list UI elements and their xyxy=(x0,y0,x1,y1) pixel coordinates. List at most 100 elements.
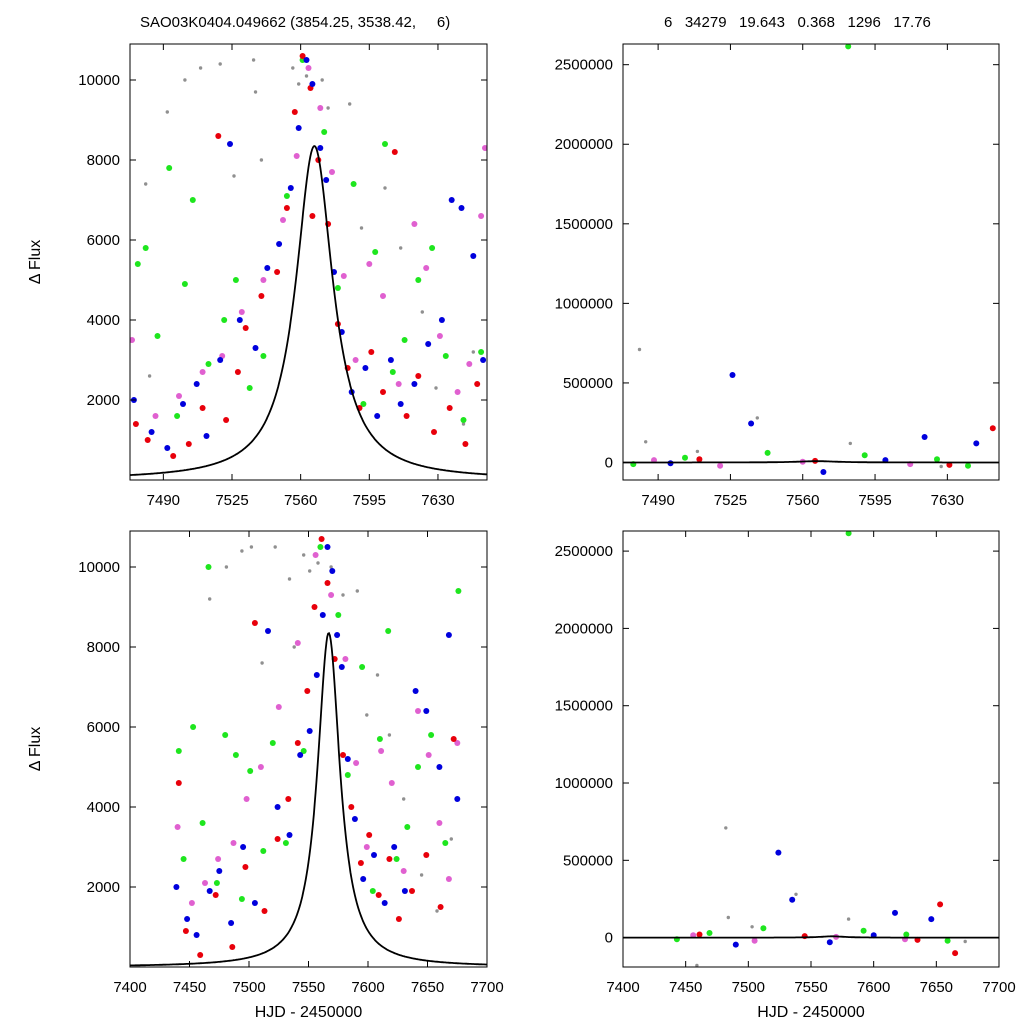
data-point-red xyxy=(324,580,331,586)
data-point-green xyxy=(385,628,392,634)
data-point-blue xyxy=(317,145,324,151)
y-tick-label: 8000 xyxy=(87,639,120,656)
data-point-blue xyxy=(252,345,259,351)
data-point-red xyxy=(348,804,355,810)
data-point-gray xyxy=(695,449,700,454)
data-point-red xyxy=(285,796,292,802)
data-point-red xyxy=(215,133,222,139)
data-point-red xyxy=(474,381,481,387)
plot-data-layer xyxy=(623,531,999,967)
data-point-green xyxy=(372,249,379,255)
data-point-green xyxy=(166,165,173,171)
data-point-blue xyxy=(454,796,461,802)
data-point-green xyxy=(389,369,396,375)
data-point-green xyxy=(283,193,290,199)
data-point-red xyxy=(340,752,346,758)
data-point-gray xyxy=(273,545,277,549)
x-tick-label: 7560 xyxy=(786,492,819,509)
data-point-red xyxy=(291,109,298,115)
data-point-gray xyxy=(260,661,264,665)
y-tick-label: 500000 xyxy=(563,852,613,869)
data-point-gray xyxy=(249,545,254,549)
x-tick-label: 7500 xyxy=(232,979,265,996)
data-point-green xyxy=(175,748,182,754)
data-point-green xyxy=(393,856,400,862)
y-tick-label: 2500000 xyxy=(555,543,613,560)
data-point-green xyxy=(282,840,289,846)
y-axis-label: Δ Flux xyxy=(27,240,44,284)
data-point-magenta xyxy=(478,213,485,219)
data-point-green xyxy=(134,261,141,267)
data-point-gray xyxy=(435,909,439,913)
plot-frame xyxy=(129,43,488,481)
data-point-green xyxy=(213,880,220,886)
model-fit-curve xyxy=(130,631,487,967)
data-point-blue xyxy=(164,445,171,451)
data-point-gray xyxy=(232,174,236,178)
data-point-blue xyxy=(362,365,369,371)
data-point-red xyxy=(391,149,398,155)
data-point-green xyxy=(260,848,267,854)
data-point-gray xyxy=(297,82,301,86)
data-point-magenta xyxy=(466,361,473,367)
data-point-magenta xyxy=(280,217,286,223)
data-point-green xyxy=(154,333,161,339)
data-point-red xyxy=(446,405,453,411)
data-point-gray xyxy=(755,416,759,420)
data-point-red xyxy=(144,437,151,443)
data-point-magenta xyxy=(257,764,264,770)
data-point-magenta xyxy=(174,824,181,830)
data-point-blue xyxy=(297,752,304,758)
data-point-gray xyxy=(359,226,364,230)
data-point-green xyxy=(321,129,328,135)
data-point-blue xyxy=(203,433,210,439)
data-point-blue xyxy=(173,884,180,890)
data-point-green xyxy=(205,564,212,570)
data-point-gray xyxy=(316,561,320,565)
data-point-green xyxy=(682,454,688,461)
x-tick-label: 7400 xyxy=(113,979,146,996)
data-point-green xyxy=(181,281,188,287)
data-point-green xyxy=(238,896,245,902)
data-point-blue xyxy=(371,852,377,858)
data-point-green xyxy=(221,317,228,323)
y-tick-label: 10000 xyxy=(78,72,120,89)
data-point-magenta xyxy=(380,293,386,299)
data-point-magenta xyxy=(436,820,443,826)
x-tick-label: 7630 xyxy=(931,492,964,509)
data-point-magenta xyxy=(294,640,301,646)
data-point-blue xyxy=(309,81,316,87)
y-tick-label: 8000 xyxy=(87,152,120,169)
data-point-red xyxy=(952,950,959,957)
data-point-red xyxy=(199,405,206,411)
data-point-gray xyxy=(449,837,453,841)
data-point-red xyxy=(357,860,364,866)
data-point-blue xyxy=(180,401,186,407)
data-point-gray xyxy=(240,549,244,553)
x-tick-label: 7700 xyxy=(470,979,503,996)
data-point-blue xyxy=(438,317,445,323)
data-point-red xyxy=(229,944,236,950)
data-point-red xyxy=(304,688,311,694)
data-point-green xyxy=(460,417,467,423)
data-point-red xyxy=(318,536,325,542)
panel-top-left: 7490 7525 7560 7595 7630 2000 4000 6000 8000 1000… xyxy=(27,43,488,509)
data-point-magenta xyxy=(243,796,250,802)
data-point-blue xyxy=(319,612,326,618)
data-point-blue xyxy=(892,909,898,916)
data-point-green xyxy=(845,531,852,537)
data-point-green xyxy=(350,181,357,187)
data-point-magenta xyxy=(400,868,407,874)
data-point-red xyxy=(386,856,393,862)
data-point-magenta xyxy=(188,900,195,906)
data-point-blue xyxy=(251,900,258,906)
data-point-green xyxy=(478,349,485,355)
data-point-gray xyxy=(402,797,406,801)
y-tick-label: 500000 xyxy=(563,375,613,392)
data-point-green xyxy=(861,452,868,459)
x-tick-label: 7450 xyxy=(669,979,702,996)
panel-bottom-left: 7400 7450 7500 7550 7600 7650 7700 2000 4000 6000… xyxy=(27,530,504,1021)
data-point-gray xyxy=(253,90,258,94)
data-point-green xyxy=(845,44,852,50)
data-point-magenta xyxy=(199,369,206,375)
